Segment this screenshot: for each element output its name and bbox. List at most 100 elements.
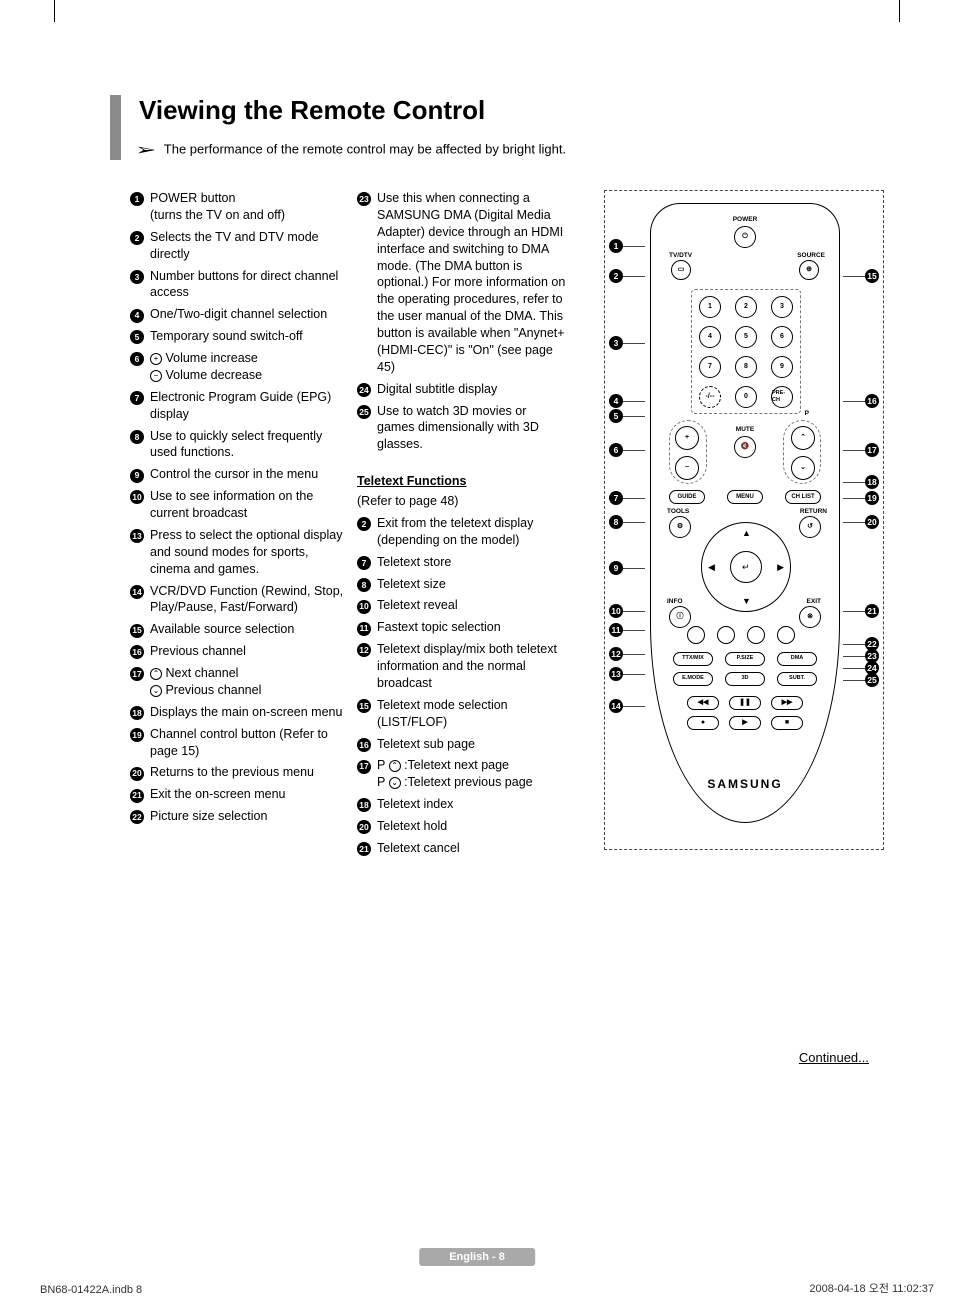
callout-18: 18 bbox=[843, 475, 879, 489]
pause-button: ❚❚ bbox=[729, 696, 761, 710]
callout-line bbox=[843, 522, 865, 523]
callout-15: 15 bbox=[843, 269, 879, 283]
item-text: Teletext cancel bbox=[377, 840, 567, 857]
list-item: 12Teletext display/mix both teletext inf… bbox=[357, 641, 567, 692]
list-item: 20Returns to the previous menu bbox=[130, 764, 345, 781]
item-number-badge: 2 bbox=[130, 231, 144, 245]
green-button bbox=[717, 626, 735, 644]
list-item: 15Teletext mode selection (LIST/FLOF) bbox=[357, 697, 567, 731]
callout-12: 12 bbox=[609, 647, 645, 661]
list-item: 2Exit from the teletext display (dependi… bbox=[357, 515, 567, 549]
num-8-button: 8 bbox=[735, 356, 757, 378]
num-3-button: 3 bbox=[771, 296, 793, 318]
item-text: Use to watch 3D movies or games dimensio… bbox=[377, 403, 567, 454]
item-number-badge: 13 bbox=[130, 529, 144, 543]
dpad-up-icon: ▲ bbox=[742, 527, 751, 539]
item-text: Digital subtitle display bbox=[377, 381, 567, 398]
list-item: 10Use to see information on the current … bbox=[130, 488, 345, 522]
item-number-badge: 1 bbox=[130, 192, 144, 206]
power-button: ⏻ bbox=[734, 226, 756, 248]
item-text: Available source selection bbox=[150, 621, 345, 638]
list-item: 15Available source selection bbox=[130, 621, 345, 638]
item-number-badge: 14 bbox=[609, 699, 623, 713]
chevron-icon: ⌄ bbox=[150, 685, 162, 697]
callout-17: 17 bbox=[843, 443, 879, 457]
record-button: ● bbox=[687, 716, 719, 730]
item-number-badge: 7 bbox=[130, 391, 144, 405]
footer-timestamp: 2008-04-18 오전 11:02:37 bbox=[809, 1280, 934, 1296]
item-number-badge: 11 bbox=[609, 623, 623, 637]
list-item: 25Use to watch 3D movies or games dimens… bbox=[357, 403, 567, 454]
item-number-badge: 21 bbox=[357, 842, 371, 856]
item-number-badge: 12 bbox=[357, 643, 371, 657]
ttxmix-button: TTX/MIX bbox=[673, 652, 713, 666]
num-4-button: 4 bbox=[699, 326, 721, 348]
list-item: 18Teletext index bbox=[357, 796, 567, 813]
forward-button: ▶▶ bbox=[771, 696, 803, 710]
item-text: One/Two-digit channel selection bbox=[150, 306, 345, 323]
callout-line bbox=[843, 668, 865, 669]
num-2-button: 2 bbox=[735, 296, 757, 318]
dma-button: DMA bbox=[777, 652, 817, 666]
num-6-button: 6 bbox=[771, 326, 793, 348]
list-item: 3 Number buttons for direct channel acces… bbox=[130, 268, 345, 302]
list-item: 17P ⌃ :Teletext next pageP ⌄ :Teletext p… bbox=[357, 757, 567, 791]
item-text: Selects the TV and DTV mode directly bbox=[150, 229, 345, 263]
item-text: Use to see information on the current br… bbox=[150, 488, 345, 522]
item-number-badge: 18 bbox=[357, 798, 371, 812]
play-button: ▶ bbox=[729, 716, 761, 730]
item-number-badge: 17 bbox=[865, 443, 879, 457]
callout-14: 14 bbox=[609, 699, 645, 713]
item-number-badge: 11 bbox=[357, 622, 371, 636]
item-text: POWER button(turns the TV on and off) bbox=[150, 190, 345, 224]
page-title: Viewing the Remote Control bbox=[139, 95, 884, 126]
item-text: Teletext reveal bbox=[377, 597, 567, 614]
guide-button: GUIDE bbox=[669, 490, 705, 504]
remote-diagram-column: POWER ⏻ TV/DTV ▭ SOURCE ⊕ 1 2 3 4 5 6 7 … bbox=[579, 190, 884, 862]
callout-line bbox=[623, 568, 645, 569]
item-number-badge: 20 bbox=[357, 820, 371, 834]
num-9-button: 9 bbox=[771, 356, 793, 378]
list-item: 24Digital subtitle display bbox=[357, 381, 567, 398]
item-number-badge: 10 bbox=[357, 600, 371, 614]
teletext-note: (Refer to page 48) bbox=[357, 493, 567, 510]
item-text: Previous channel bbox=[150, 643, 345, 660]
stop-button: ■ bbox=[771, 716, 803, 730]
callout-line bbox=[623, 706, 645, 707]
chevron-icon: ⌃ bbox=[150, 668, 162, 680]
menu-button: MENU bbox=[727, 490, 763, 504]
item-number-badge: 23 bbox=[357, 192, 371, 206]
callout-line bbox=[623, 343, 645, 344]
list-item: 16Previous channel bbox=[130, 643, 345, 660]
item-number-badge: 3 bbox=[130, 270, 144, 284]
column-2: 23Use this when connecting a SAMSUNG DMA… bbox=[357, 190, 567, 862]
callout-line bbox=[623, 416, 645, 417]
item-text: Number buttons for direct channel access bbox=[150, 268, 345, 302]
callout-16: 16 bbox=[843, 394, 879, 408]
continued-text: Continued... bbox=[799, 1050, 869, 1065]
page-number-badge: English - 8 bbox=[419, 1248, 535, 1266]
item-number-badge: 19 bbox=[130, 728, 144, 742]
item-text: Returns to the previous menu bbox=[150, 764, 345, 781]
chevron-icon: ⌃ bbox=[389, 760, 401, 772]
num-7-button: 7 bbox=[699, 356, 721, 378]
tvdtv-button: ▭ bbox=[671, 260, 691, 280]
item-number-badge: 22 bbox=[130, 810, 144, 824]
remote-body-outline: POWER ⏻ TV/DTV ▭ SOURCE ⊕ 1 2 3 4 5 6 7 … bbox=[650, 203, 840, 823]
callout-line bbox=[843, 611, 865, 612]
item-number-badge: 3 bbox=[609, 336, 623, 350]
item-number-badge: 2 bbox=[609, 269, 623, 283]
list-item: 22Picture size selection bbox=[130, 808, 345, 825]
item-number-badge: 4 bbox=[609, 394, 623, 408]
source-button: ⊕ bbox=[799, 260, 819, 280]
list-item: 20Teletext hold bbox=[357, 818, 567, 835]
dpad-down-icon: ▼ bbox=[742, 595, 751, 607]
list-item: 14VCR/DVD Function (Rewind, Stop, Play/P… bbox=[130, 583, 345, 617]
digit-select-button: -/-- bbox=[699, 386, 721, 408]
list-item: 10 Teletext reveal bbox=[357, 597, 567, 614]
note-arrow-icon: ➢ bbox=[135, 140, 156, 160]
callout-8: 8 bbox=[609, 515, 645, 529]
item-number-badge: 4 bbox=[130, 309, 144, 323]
power-label: POWER bbox=[651, 216, 839, 225]
item-number-badge: 9 bbox=[130, 469, 144, 483]
